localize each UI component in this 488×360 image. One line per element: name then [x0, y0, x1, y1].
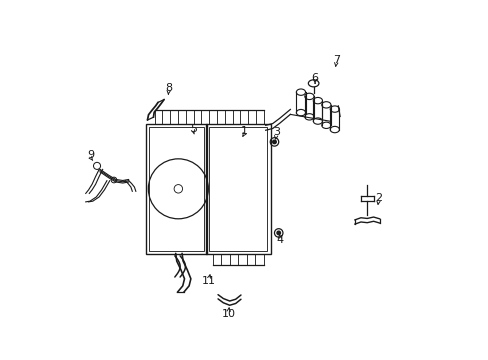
Text: 3: 3: [272, 127, 279, 138]
Circle shape: [272, 140, 276, 144]
Text: 2: 2: [374, 193, 381, 203]
Circle shape: [276, 231, 280, 235]
Text: 7: 7: [332, 55, 339, 65]
Text: 9: 9: [87, 150, 94, 160]
Text: 1: 1: [241, 126, 247, 136]
Text: 6: 6: [311, 73, 318, 83]
Text: 5: 5: [189, 124, 197, 134]
Text: 4: 4: [276, 235, 283, 245]
Text: 10: 10: [221, 309, 235, 319]
Text: 8: 8: [165, 83, 172, 93]
Text: 11: 11: [202, 275, 216, 285]
